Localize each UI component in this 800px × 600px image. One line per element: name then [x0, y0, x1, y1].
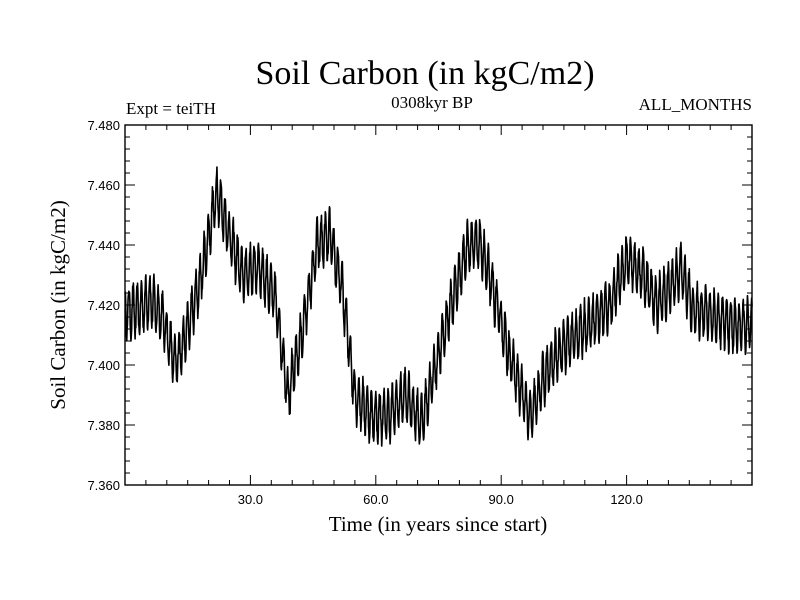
y-tick-label: 7.420 [87, 298, 120, 313]
y-tick-label: 7.480 [87, 118, 120, 133]
x-axis-label: Time (in years since start) [329, 512, 548, 536]
x-tick-label: 90.0 [489, 492, 514, 507]
experiment-label: Expt = teiTH [126, 99, 216, 118]
y-tick-label: 7.380 [87, 418, 120, 433]
y-tick-label: 7.360 [87, 478, 120, 493]
x-tick-label: 60.0 [363, 492, 388, 507]
y-tick-label: 7.440 [87, 238, 120, 253]
y-tick-label: 7.460 [87, 178, 120, 193]
x-tick-label: 120.0 [610, 492, 643, 507]
chart-subtitle: 0308kyr BP [391, 93, 473, 112]
tick-labels: 7.360 7.380 7.400 7.420 7.440 7.460 7.480 30.0 6… [87, 118, 642, 507]
x-tick-label: 30.0 [238, 492, 263, 507]
chart-title: Soil Carbon (in kgC/m2) [255, 55, 594, 92]
y-axis-label: Soil Carbon (in kgC/m2) [46, 200, 70, 409]
months-label: ALL_MONTHS [639, 95, 752, 114]
plot-frame [124, 124, 753, 486]
soil-carbon-series-line [124, 166, 753, 447]
y-tick-label: 7.400 [87, 358, 120, 373]
